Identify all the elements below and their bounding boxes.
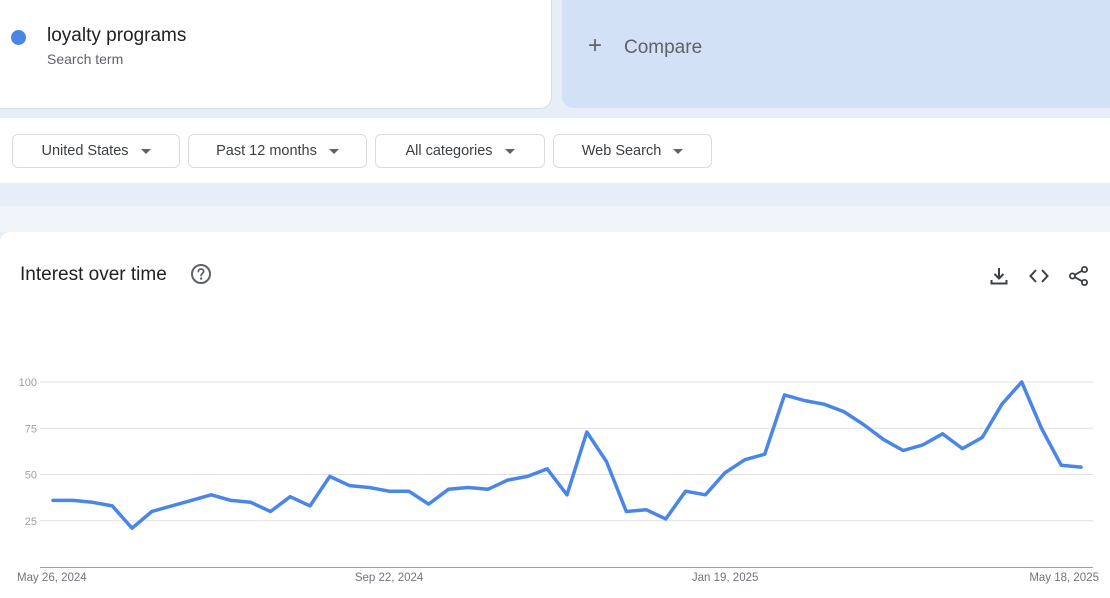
data-point[interactable]	[842, 410, 846, 414]
interest-over-time-panel	[0, 232, 1110, 598]
y-tick-label: 25	[25, 516, 37, 528]
x-tick-label: Jan 19, 2025	[692, 572, 759, 584]
caret-down-icon	[504, 148, 515, 154]
data-point[interactable]	[308, 504, 312, 508]
data-point[interactable]	[980, 436, 984, 439]
data-point[interactable]	[802, 399, 806, 402]
data-point[interactable]	[269, 510, 272, 513]
search-type-filter-label: Web Search	[581, 143, 662, 159]
data-point[interactable]	[565, 493, 569, 497]
data-point[interactable]	[664, 517, 668, 521]
compare-label[interactable]: Compare	[624, 37, 703, 58]
time-range-filter-label: Past 12 months	[216, 143, 317, 159]
data-point[interactable]	[387, 489, 391, 493]
data-point[interactable]	[624, 510, 628, 513]
time-range-filter[interactable]: Past 12 months	[188, 134, 367, 168]
data-point[interactable]	[407, 489, 411, 493]
plus-icon[interactable]: +	[588, 32, 603, 59]
data-point[interactable]	[71, 498, 75, 502]
caret-down-icon	[140, 148, 151, 154]
data-point[interactable]	[921, 443, 925, 447]
data-point[interactable]	[466, 486, 470, 489]
data-point[interactable]	[367, 486, 371, 489]
data-point[interactable]	[960, 447, 964, 451]
data-point[interactable]	[1040, 426, 1043, 430]
location-filter-label: United States	[41, 143, 129, 159]
download-icon[interactable]	[988, 265, 1010, 287]
data-point[interactable]	[486, 487, 490, 491]
data-point[interactable]	[91, 500, 94, 504]
data-point[interactable]	[881, 437, 885, 441]
search-term-name[interactable]: loyalty programs	[47, 25, 187, 46]
chart-series	[51, 380, 1083, 530]
data-point[interactable]	[526, 474, 529, 478]
panel-title: Interest over time	[20, 264, 167, 285]
data-point[interactable]	[783, 393, 786, 397]
data-point[interactable]	[189, 498, 193, 502]
data-point[interactable]	[170, 504, 174, 508]
data-point[interactable]	[506, 478, 510, 482]
data-point[interactable]	[862, 423, 865, 426]
category-filter[interactable]: All categories	[375, 134, 545, 168]
x-tick-label: May 26, 2024	[17, 572, 87, 584]
data-point[interactable]	[743, 458, 747, 462]
interest-line-chart: 100 75 50 25 May 26, 2024 Sep 22, 2024 Jan 19…	[17, 377, 1099, 584]
share-icon[interactable]	[1068, 265, 1090, 287]
y-tick-label: 100	[19, 377, 37, 389]
data-point[interactable]	[348, 484, 351, 488]
x-tick-label: May 18, 2025	[1029, 572, 1099, 584]
y-tick-label: 75	[25, 423, 37, 435]
data-point[interactable]	[605, 460, 608, 464]
data-point[interactable]	[288, 495, 292, 499]
data-point[interactable]	[427, 502, 431, 506]
data-point[interactable]	[249, 500, 253, 504]
search-type-filter[interactable]: Web Search	[553, 134, 712, 168]
data-point[interactable]	[1079, 465, 1083, 469]
compare-button[interactable]	[562, 0, 1110, 108]
search-term-subtitle: Search term	[47, 51, 124, 67]
filter-bar: United States Past 12 months All categor…	[0, 118, 1110, 183]
data-point[interactable]	[684, 489, 688, 493]
data-point[interactable]	[703, 493, 707, 497]
data-point[interactable]	[763, 452, 767, 456]
data-point[interactable]	[1000, 402, 1004, 406]
section-divider	[0, 206, 1110, 232]
chart-gridlines	[40, 381, 1093, 568]
caret-down-icon	[328, 148, 339, 154]
data-point[interactable]	[51, 498, 55, 502]
x-axis-ticks: May 26, 2024 Sep 22, 2024 Jan 19, 2025 May …	[17, 572, 1099, 584]
embed-code-icon[interactable]	[1028, 265, 1050, 287]
data-point[interactable]	[150, 510, 154, 513]
x-tick-label: Sep 22, 2024	[355, 572, 424, 584]
search-term-card[interactable]: loyalty programs Search term	[0, 0, 552, 109]
data-point[interactable]	[328, 474, 332, 478]
data-point[interactable]	[545, 467, 549, 471]
data-point[interactable]	[822, 402, 826, 406]
y-tick-label: 50	[25, 470, 37, 482]
data-point[interactable]	[1020, 380, 1024, 384]
data-point[interactable]	[644, 508, 648, 512]
y-axis-ticks: 100 75 50 25	[19, 377, 37, 528]
term-color-dot	[11, 30, 26, 45]
caret-down-icon	[673, 148, 684, 154]
data-point[interactable]	[723, 471, 727, 475]
series-line[interactable]	[51, 380, 1083, 530]
data-point[interactable]	[585, 430, 589, 434]
data-point[interactable]	[110, 504, 114, 508]
data-point[interactable]	[901, 449, 905, 452]
help-circle-icon[interactable]	[190, 263, 212, 285]
category-filter-label: All categories	[405, 143, 493, 159]
data-point[interactable]	[209, 493, 213, 497]
location-filter[interactable]: United States	[12, 134, 180, 168]
data-point[interactable]	[130, 526, 134, 530]
data-point[interactable]	[1059, 463, 1063, 467]
data-point[interactable]	[446, 487, 450, 491]
data-point[interactable]	[941, 432, 945, 436]
data-point[interactable]	[229, 498, 233, 502]
